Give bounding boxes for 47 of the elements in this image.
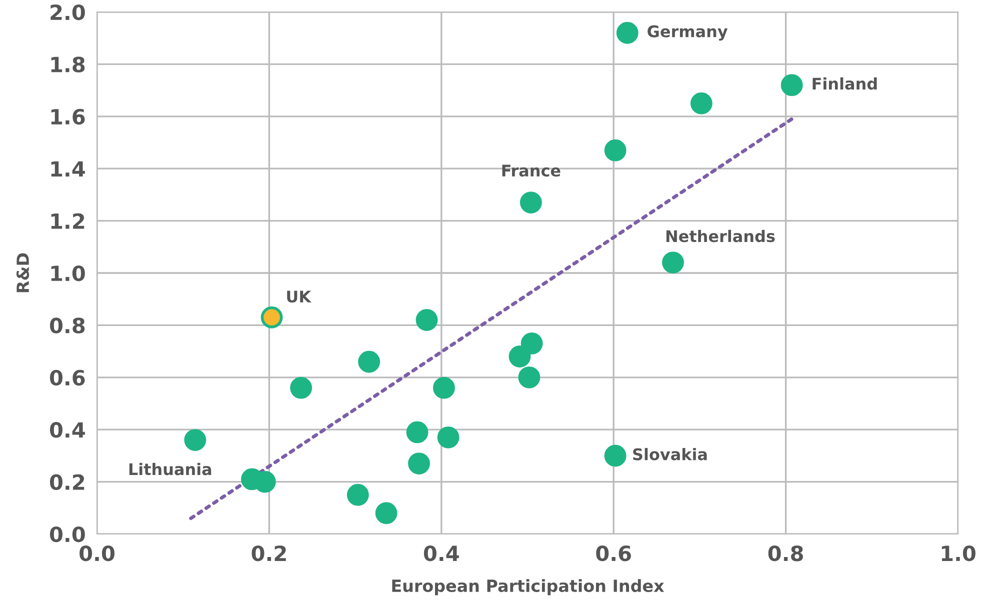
annotation: UK (287, 290, 312, 303)
point (518, 366, 540, 388)
y-axis-title: R&D (16, 253, 30, 292)
y-tick-label: 0.4 (50, 422, 85, 438)
x-tick-label: 0.2 (252, 545, 286, 562)
point (375, 502, 398, 524)
y-tick-label: 1.8 (51, 56, 85, 72)
point (508, 346, 531, 368)
y-tick-label: 0.8 (50, 318, 85, 334)
x-tick-label: 0.4 (424, 545, 459, 562)
y-tick-label: 2.0 (50, 4, 85, 20)
point (290, 376, 312, 399)
point (662, 252, 684, 274)
point (408, 452, 430, 474)
x-tick-label: 0.8 (768, 545, 803, 562)
y-tick-label: 0.2 (50, 474, 84, 490)
point (184, 429, 206, 452)
annotation: France (502, 164, 560, 177)
point (437, 426, 460, 448)
point (616, 22, 638, 44)
point (433, 376, 455, 399)
point (520, 332, 543, 354)
annotation: Netherlands (666, 230, 775, 242)
y-tick-label: 1.0 (51, 265, 85, 282)
point (690, 92, 712, 114)
y-tick-label: 0.0 (50, 526, 85, 542)
y-tick-label: 1.6 (51, 108, 85, 125)
point (416, 309, 438, 331)
x-tick-label: 1.0 (942, 545, 976, 562)
x-tick-label: 0.6 (596, 545, 631, 562)
x-tick-label: 0.0 (80, 545, 114, 562)
point (260, 306, 283, 328)
annotation: Slovakia (633, 448, 707, 460)
point (604, 139, 626, 162)
point (780, 74, 803, 96)
annotation: Finland (812, 77, 877, 90)
point (520, 192, 542, 214)
x-axis-title: European Participation Index (392, 579, 664, 596)
point (406, 421, 428, 444)
point (346, 484, 369, 506)
y-tick-label: 1.2 (51, 213, 84, 229)
point (358, 350, 380, 373)
annotation: Lithuania (129, 462, 212, 476)
annotation: Germany (648, 25, 728, 41)
y-tick-label: 0.6 (50, 370, 85, 386)
y-tick-label: 1.4 (51, 161, 85, 177)
point (604, 444, 626, 467)
